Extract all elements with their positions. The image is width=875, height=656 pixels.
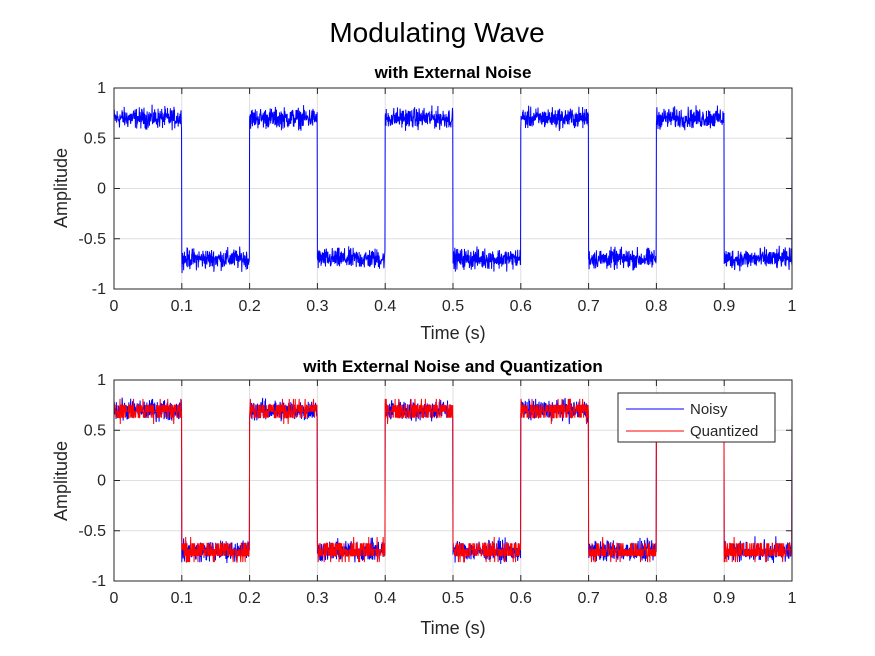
series-line-signal (113, 104, 793, 274)
x-tick-label: 0.9 (713, 590, 735, 607)
subplot-2: 0 0.1 0.2 0.3 0.4 0.5 0.6 0.7 0.8 0.9 1 -1 -0.5 0 0.5 1… (51, 357, 797, 638)
x-tick-label: 0.8 (645, 590, 667, 607)
legend-label-quantized: Quantized (690, 423, 758, 440)
subplot-1-ticks: 0 0.1 0.2 0.3 0.4 0.5 0.6 0.7 0.8 0.9 1 -1 -0.5 0 0.5 1 (78, 80, 796, 315)
legend: Noisy Quantized (617, 392, 776, 443)
x-tick-label: 0.6 (510, 298, 532, 315)
subplot-2-title: with External Noise and Quantization (302, 357, 602, 376)
x-tick-label: 0.4 (374, 590, 396, 607)
y-tick-label: 0.5 (84, 130, 106, 147)
x-tick-label: 0.6 (510, 590, 532, 607)
y-tick-label: 1 (97, 372, 106, 389)
y-tick-label: 0 (97, 181, 106, 198)
x-tick-label: 0.9 (713, 298, 735, 315)
subplot-2-ylabel: Amplitude (51, 441, 71, 521)
x-tick-label: 0.2 (238, 590, 260, 607)
y-tick-label: 0 (97, 473, 106, 490)
subplot-2-xlabel: Time (s) (420, 618, 485, 638)
x-tick-label: 1 (788, 298, 797, 315)
x-tick-label: 0.8 (645, 298, 667, 315)
legend-box (617, 392, 776, 443)
y-tick-label: -0.5 (78, 231, 106, 248)
x-tick-label: 0.2 (238, 298, 260, 315)
x-tick-label: 0.7 (577, 298, 599, 315)
subplot-1-ylabel: Amplitude (51, 148, 71, 228)
legend-label-noisy: Noisy (690, 401, 728, 418)
subplot-1-series (113, 104, 793, 274)
y-tick-label: -1 (92, 281, 106, 298)
x-tick-label: 0.4 (374, 298, 396, 315)
x-tick-label: 0.1 (171, 298, 193, 315)
figure-title: Modulating Wave (329, 17, 544, 48)
x-tick-label: 0.7 (577, 590, 599, 607)
x-tick-label: 0.3 (306, 590, 328, 607)
x-tick-label: 0 (110, 298, 119, 315)
subplot-1: 0 0.1 0.2 0.3 0.4 0.5 0.6 0.7 0.8 0.9 1 -1 -0.5 0 0.5 1… (51, 63, 797, 343)
y-tick-label: -1 (92, 573, 106, 590)
x-tick-label: 0.5 (442, 298, 464, 315)
x-tick-label: 0.5 (442, 590, 464, 607)
subplot-1-title: with External Noise (374, 63, 532, 82)
x-tick-label: 0 (110, 590, 119, 607)
y-tick-label: -0.5 (78, 523, 106, 540)
subplot-2-ticks: 0 0.1 0.2 0.3 0.4 0.5 0.6 0.7 0.8 0.9 1 -1 -0.5 0 0.5 1 (78, 372, 796, 607)
x-tick-label: 0.1 (171, 590, 193, 607)
x-tick-label: 1 (788, 590, 797, 607)
y-tick-label: 0.5 (84, 422, 106, 439)
subplot-1-xlabel: Time (s) (420, 323, 485, 343)
x-tick-label: 0.3 (306, 298, 328, 315)
y-tick-label: 1 (97, 80, 106, 97)
